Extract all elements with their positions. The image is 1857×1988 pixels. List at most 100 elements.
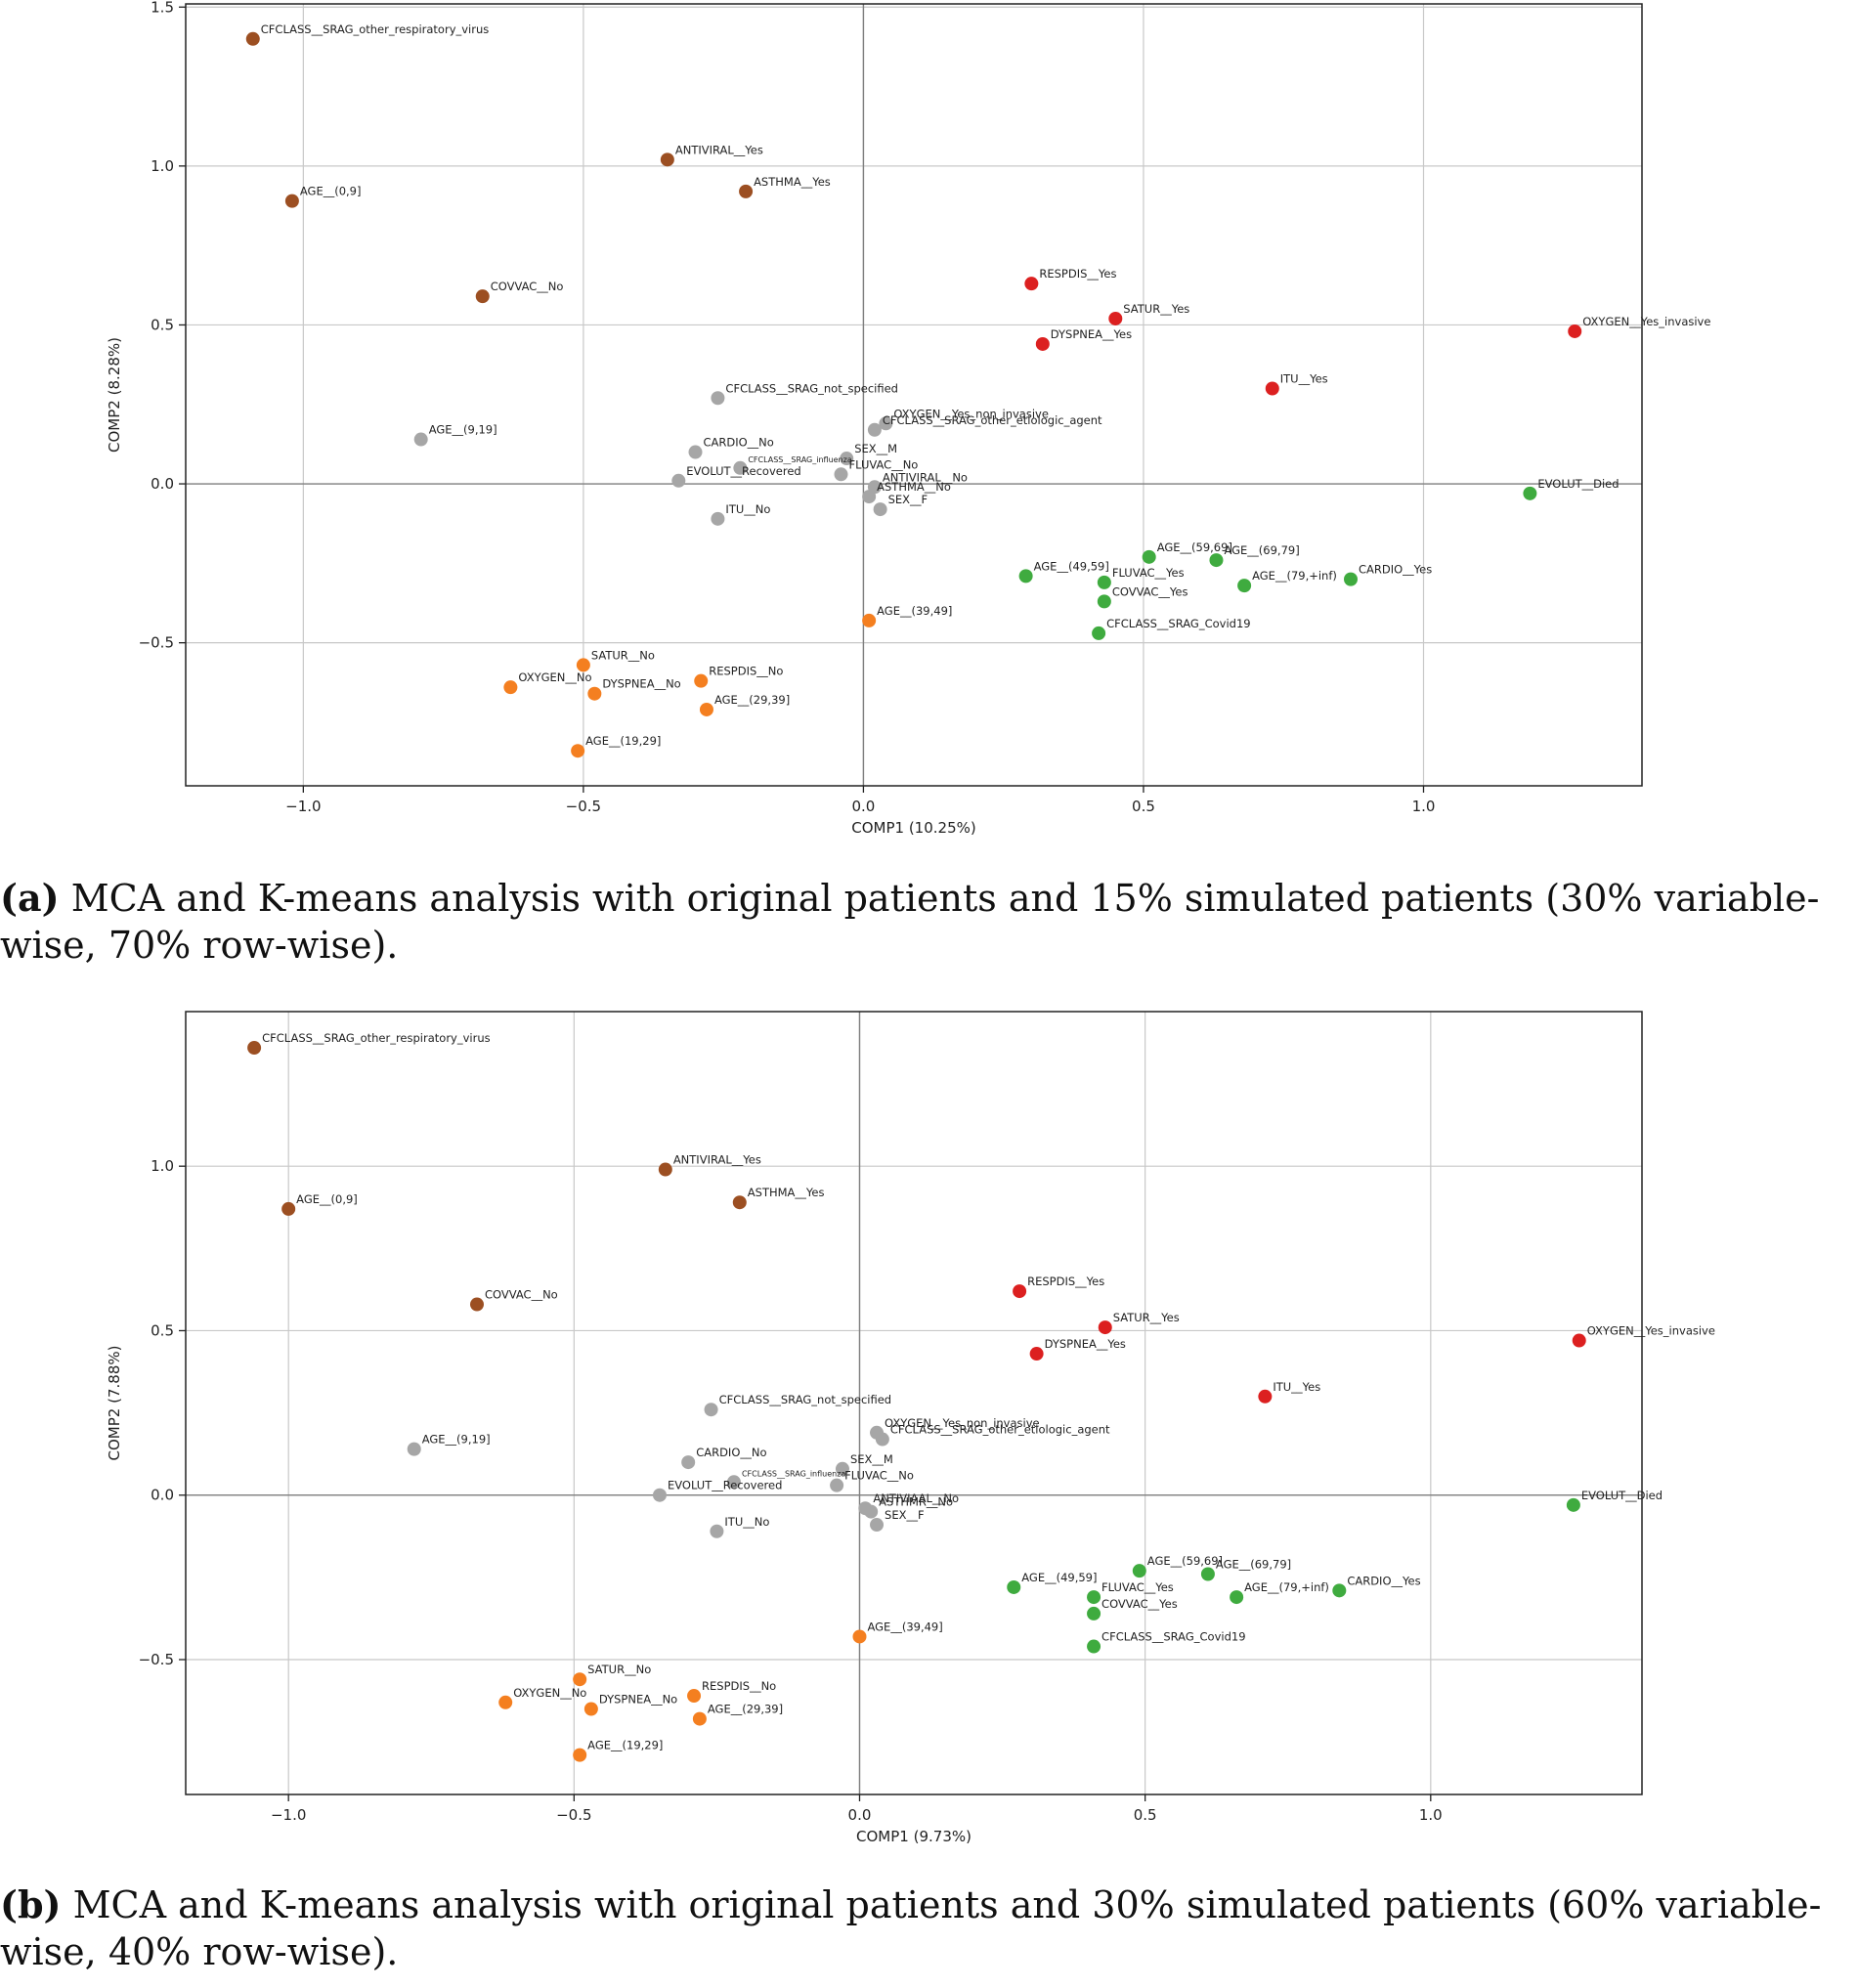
y-tick-label: 0.5 (151, 316, 174, 333)
point-label-fluvac-no: FLUVAC__No (849, 457, 919, 471)
point-label-cardio-yes: CARDIO__Yes (1347, 1574, 1420, 1587)
caption-b-text: MCA and K-means analysis with original p… (0, 1883, 1822, 1973)
point-label-dyspnea-yes: DYSPNEA__Yes (1051, 327, 1132, 341)
point-label-asthmr-no: ASTHMR__No (879, 1495, 953, 1509)
point-label-age-0-9: AGE__(0,9] (296, 1192, 358, 1206)
point-cfclass-srag-not-specified (704, 1403, 718, 1417)
point-label-oxygen-yes-non-invasive: OXYGEN__Yes_non_invasive (885, 1416, 1040, 1430)
point-label-age-59-69: AGE__(59,69] (1157, 540, 1232, 554)
point-age-79-inf (1230, 1590, 1244, 1605)
point-label-itu-no: ITU__No (725, 502, 770, 516)
point-age-79-inf (1237, 579, 1252, 593)
point-age-9-19 (413, 432, 428, 447)
point-label-satur-no: SATUR__No (587, 1663, 651, 1676)
point-age-19-29 (573, 1748, 587, 1762)
mca-scatter-chart-b: −1.0 −0.5 0.0 0.5 1.0 −0.5 0.0 0.5 1.0 COMP1 (9.7… (106, 1011, 1715, 1845)
caption-a-text: MCA and K-means analysis with original p… (0, 877, 1820, 967)
point-asthma-yes (739, 184, 754, 198)
x-tick-label: 1.0 (1419, 1806, 1443, 1824)
point-label-age-9-19: AGE__(9,19] (422, 1433, 491, 1447)
caption-b: (b) MCA and K-means analysis with origin… (0, 1881, 1857, 1975)
point-label-cfclass-srag-influenza: CFCLASS__SRAG_influenza (748, 455, 851, 464)
point-label-cfclass-srag-not-specified: CFCLASS__SRAG_not_specified (725, 381, 898, 395)
point-cardio-no (688, 445, 703, 459)
point-respdis-no (687, 1689, 702, 1704)
point-respdis-no (694, 673, 709, 688)
caption-a-label: (a) (0, 876, 60, 920)
x-tick-label: −0.5 (566, 798, 601, 815)
point-itu-yes (1258, 1389, 1273, 1404)
point-label-covvac-no: COVVAC__No (485, 1288, 558, 1302)
point-evolut-died (1566, 1497, 1580, 1512)
x-axis-label: COMP1 (9.73%) (856, 1828, 972, 1845)
y-tick-label: −0.5 (139, 634, 174, 652)
point-dyspnea-yes (1035, 336, 1050, 351)
point-label-fluvac-yes: FLUVAC__Yes (1101, 1580, 1174, 1594)
point-age-9-19 (407, 1442, 421, 1456)
point-age-59-69 (1132, 1564, 1146, 1578)
point-dyspnea-no (587, 686, 602, 701)
caption-a: (a) MCA and K-means analysis with origin… (0, 875, 1857, 969)
point-antiviral-yes (658, 1162, 672, 1177)
point-label-age-0-9: AGE__(0,9] (300, 185, 362, 198)
point-label-cfclass-srag-not-specified: CFCLASS__SRAG_not_specified (719, 1393, 892, 1406)
point-label-cardio-yes: CARDIO__Yes (1359, 563, 1432, 577)
point-label-evolut-recovered: EVOLUT__Recovered (686, 464, 800, 478)
point-label-age-19-29: AGE__(19,29] (587, 1739, 663, 1752)
mca-scatter-chart-a: −1.0 −0.5 0.0 0.5 1.0 −0.5 0.0 0.5 1.0 1.5 COMP1 (… (106, 0, 1710, 837)
point-label-respdis-no: RESPDIS__No (702, 1679, 776, 1693)
point-fluvac-yes (1097, 575, 1111, 589)
point-covvac-no (470, 1297, 484, 1312)
x-tick-label: −1.0 (285, 798, 321, 815)
point-label-age-19-29: AGE__(19,29] (585, 734, 661, 748)
point-label-cfclass-srag-influenza: CFCLASS__SRAG_influenza (742, 1469, 845, 1478)
point-evolut-recovered (652, 1488, 667, 1502)
point-oxygen-yes-invasive (1568, 324, 1582, 338)
point-label-oxygen-yes-non-invasive: OXYGEN__Yes_non_invasive (893, 407, 1049, 420)
y-tick-label: 0.0 (151, 475, 174, 493)
point-label-antiviral-yes: ANTIVIRAL__Yes (673, 1153, 761, 1167)
point-label-evolut-died: EVOLUT__Died (1537, 477, 1619, 491)
point-label-age-79-inf: AGE__(79,+inf) (1252, 569, 1337, 583)
point-oxygen-no (503, 680, 518, 695)
point-label-dyspnea-no: DYSPNEA__No (602, 677, 680, 691)
point-satur-no (576, 658, 590, 672)
point-label-sex-m: SEX__M (850, 1452, 893, 1466)
point-label-satur-yes: SATUR__Yes (1113, 1311, 1180, 1324)
point-antiviral-yes (660, 152, 674, 167)
point-label-itu-yes: ITU__Yes (1280, 371, 1328, 385)
x-tick-label: −1.0 (271, 1806, 306, 1824)
point-label-cfclass-srag-covid19: CFCLASS__SRAG_Covid19 (1106, 617, 1250, 630)
point-label-cfclass-srag-other-etiologic-agent: CFCLASS__SRAG_other_etiologic_agent (883, 413, 1102, 427)
point-sex-f (873, 502, 887, 517)
y-axis-label: COMP2 (8.28%) (106, 337, 123, 453)
plot-frame (185, 3, 1643, 787)
point-age-0-9 (281, 1201, 296, 1216)
point-label-age-69-79: AGE__(69,79] (1216, 1558, 1291, 1572)
point-label-age-49-59: AGE__(49,59] (1021, 1571, 1097, 1584)
point-label-evolut-died: EVOLUT__Died (1581, 1489, 1663, 1502)
point-dyspnea-yes (1029, 1347, 1044, 1361)
point-asthma-no (862, 490, 877, 504)
point-cardio-yes (1332, 1583, 1347, 1598)
point-label-respdis-yes: RESPDIS__Yes (1027, 1275, 1104, 1288)
point-cfclass-srag-covid19 (1092, 626, 1106, 640)
x-tick-label: 0.0 (851, 798, 875, 815)
point-cfclass-srag-influenza (726, 1475, 741, 1490)
point-cfclass-srag-other-respiratory-virus (247, 1041, 262, 1056)
point-age-49-59 (1007, 1579, 1021, 1594)
point-covvac-no (475, 289, 490, 304)
point-label-age-39-49: AGE__(39,49] (867, 1620, 942, 1633)
point-satur-no (573, 1672, 587, 1687)
point-age-29-39 (692, 1711, 707, 1726)
point-label-dyspnea-no: DYSPNEA__No (599, 1692, 677, 1706)
x-tick-label: −0.5 (556, 1806, 591, 1824)
point-label-sex-m: SEX__M (854, 442, 897, 455)
point-covvac-yes (1087, 1606, 1101, 1621)
point-oxygen-yes-non-invasive (879, 416, 893, 431)
point-label-age-9-19: AGE__(9,19] (429, 423, 497, 437)
point-cfclass-srag-covid19 (1087, 1639, 1101, 1654)
point-sex-m (840, 452, 854, 466)
point-label-satur-yes: SATUR__Yes (1123, 302, 1189, 316)
point-label-fluvac-yes: FLUVAC__Yes (1112, 566, 1185, 580)
